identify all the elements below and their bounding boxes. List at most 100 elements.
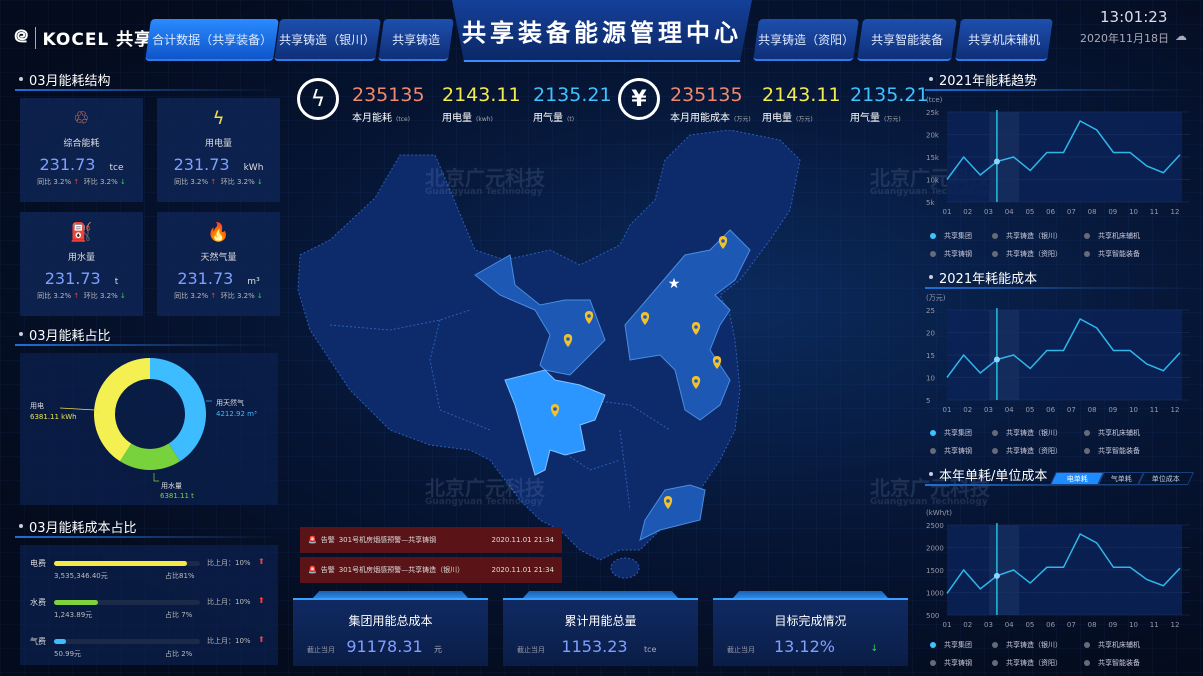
arrow-up-icon: ↑ [210,178,217,186]
summary-card: 目标完成情况 截止当月 13.12% ↓ [713,591,908,666]
map-region-northwest[interactable] [474,254,606,376]
cursor-point[interactable] [993,356,1000,363]
summary-title: 集团用能总成本 [348,614,433,628]
donut-slice[interactable] [94,358,150,462]
y-tick-label: 10k [926,177,940,185]
cost-bar [54,600,200,605]
map-province-boundary [329,309,671,511]
tab-smart-equipment[interactable]: 共享智能装备 [857,19,957,61]
x-tick-label: 03 [984,406,993,414]
y-tick-label: 5k [926,199,935,207]
cost-name: 气费 [30,637,46,646]
legend-dot-icon [1084,448,1090,454]
y-tick-label: 15 [926,352,935,360]
donut-slice[interactable] [150,358,207,462]
legend-item[interactable]: 共享集团 [930,428,992,438]
tab-yinchuan-casting[interactable]: 共享铸造（银川） [274,19,381,61]
watermark-en: Guangyuan Technology [425,187,543,197]
stat-value: 2135.21 [533,84,612,106]
x-tick-label: 02 [963,406,972,414]
legend-item[interactable]: 共享机床辅机 [1084,428,1164,438]
legend-item[interactable]: 共享铸造（资阳） [992,249,1084,259]
date: 2020年11月18日 [1080,32,1169,45]
legend-item[interactable]: 共享机床辅机 [1084,640,1164,650]
card-unit: kWh [243,163,264,173]
legend-item[interactable]: 共享铸钢 [930,658,992,668]
watermark: 北京广元科技 Guangyuan Technology [870,478,990,507]
legend-item[interactable]: 共享铸造（银川） [992,640,1084,650]
arrow-down-icon: ↓ [119,292,126,300]
water-bottle-icon: ⛽ [70,222,93,243]
summary-card: 集团用能总成本 截止当月 91178.31 元 [293,591,488,666]
legend-item[interactable]: 共享铸造（银川） [992,231,1084,241]
cost-name: 水费 [30,598,46,607]
cost-share: 占比 2% [165,650,193,658]
energy-card[interactable]: ϟ 用电量 231.73 kWh 同比 3.2% ↑ 环比 3.2% ↓ [157,98,280,202]
tab-machine-tool[interactable]: 共享机床辅机 [955,19,1053,61]
mom-text: 环比 3.2% [83,178,118,186]
tab-gas-unit[interactable]: 气单耗 [1097,472,1145,485]
x-tick-label: 10 [1129,406,1138,414]
logo-swirl-icon: ᪤ [14,23,30,47]
card-unit: m³ [247,277,260,287]
x-tick-label: 09 [1108,208,1117,216]
watermark-en: Guangyuan Technology [870,497,988,507]
legend-item[interactable]: 共享集团 [930,640,992,650]
cost-bar [54,639,200,644]
stat-value: 235135 [670,84,743,106]
x-tick-label: 10 [1129,621,1138,629]
section-title-ratio: 03月能耗占比 [15,325,280,346]
donut-slice[interactable] [119,443,181,470]
watermark-cn: 北京广元科技 [425,166,545,190]
legend-item[interactable]: 共享机床辅机 [1084,231,1164,241]
legend-item[interactable]: 共享铸造（资阳） [992,446,1084,456]
card-value: 231.73 [177,269,234,288]
legend-item[interactable]: 共享集团 [930,231,992,241]
stat-label: 用气量 [533,113,563,124]
energy-card[interactable]: 🔥 天然气量 231.73 m³ 同比 3.2% ↑ 环比 3.2% ↓ [157,212,280,316]
tab-casting[interactable]: 共享铸造 [378,19,454,61]
legend-item[interactable]: 共享铸钢 [930,446,992,456]
y-tick-label: 1000 [926,590,944,598]
map-region-north-east[interactable] [624,229,751,421]
cost-amount: 50.99元 [54,650,82,658]
legend-label: 共享智能装备 [1098,659,1140,667]
legend-dot-icon [992,430,998,436]
stat-unit: (tce) [396,116,411,123]
x-tick-label: 02 [963,208,972,216]
map-pin-dot [553,407,557,411]
cursor-point[interactable] [993,572,1000,579]
stat-label: 本月用能成本 [670,113,730,124]
yoy-text: 同比 3.2% [174,178,209,186]
x-tick-label: 10 [1129,208,1138,216]
legend-item[interactable]: 共享智能装备 [1084,658,1164,668]
map-region-guangdong[interactable] [639,484,706,541]
logo: ᪤ KOCEL 共享 [14,22,152,53]
map-region-sichuan[interactable] [504,369,606,476]
y-tick-label: 500 [926,612,939,620]
tab-ziyang-casting[interactable]: 共享铸造（资阳） [753,19,859,61]
tab-total-data[interactable]: 合计数据（共享装备） [145,19,279,61]
chart-legend: 共享集团 共享铸造（银川） 共享机床辅机共享铸钢 共享铸造（资阳） 共享智能装备 [930,640,1164,668]
cost-bar [54,561,200,566]
legend-item[interactable]: 共享铸造（银川） [992,428,1084,438]
arrow-down-icon: ↓ [256,292,263,300]
legend-item[interactable]: 共享铸钢 [930,249,992,259]
cost-amount: 1,243.89元 [54,611,93,619]
x-tick-label: 12 [1171,621,1180,629]
legend-item[interactable]: 共享铸造（资阳） [992,658,1084,668]
legend-item[interactable]: 共享智能装备 [1084,446,1164,456]
y-tick-label: 2000 [926,545,944,553]
tab-electric-unit[interactable]: 电单耗 [1049,472,1105,485]
energy-card[interactable]: ♲ 综合能耗 231.73 tce 同比 3.2% ↑ 环比 3.2% ↓ [20,98,143,202]
legend-item[interactable]: 共享智能装备 [1084,249,1164,259]
tab-unit-cost[interactable]: 单位成本 [1137,472,1195,485]
energy-card[interactable]: ⛽ 用水量 231.73 t 同比 3.2% ↑ 环比 3.2% ↓ [20,212,143,316]
map-pin-dot [666,499,670,503]
stat-unit: (万元) [734,116,751,123]
watermark-cn: 北京广元科技 [870,476,990,500]
cursor-point[interactable] [993,158,1000,165]
alert-item[interactable]: 🚨 告警 301号机房烟感预警—共享铸造（银川） 2020.11.01 21:34 [300,557,562,583]
alert-item[interactable]: 🚨 告警 301号机房烟感预警—共享铸钢 2020.11.01 21:34 [300,527,562,553]
arrow-down-icon: ↓ [256,178,263,186]
